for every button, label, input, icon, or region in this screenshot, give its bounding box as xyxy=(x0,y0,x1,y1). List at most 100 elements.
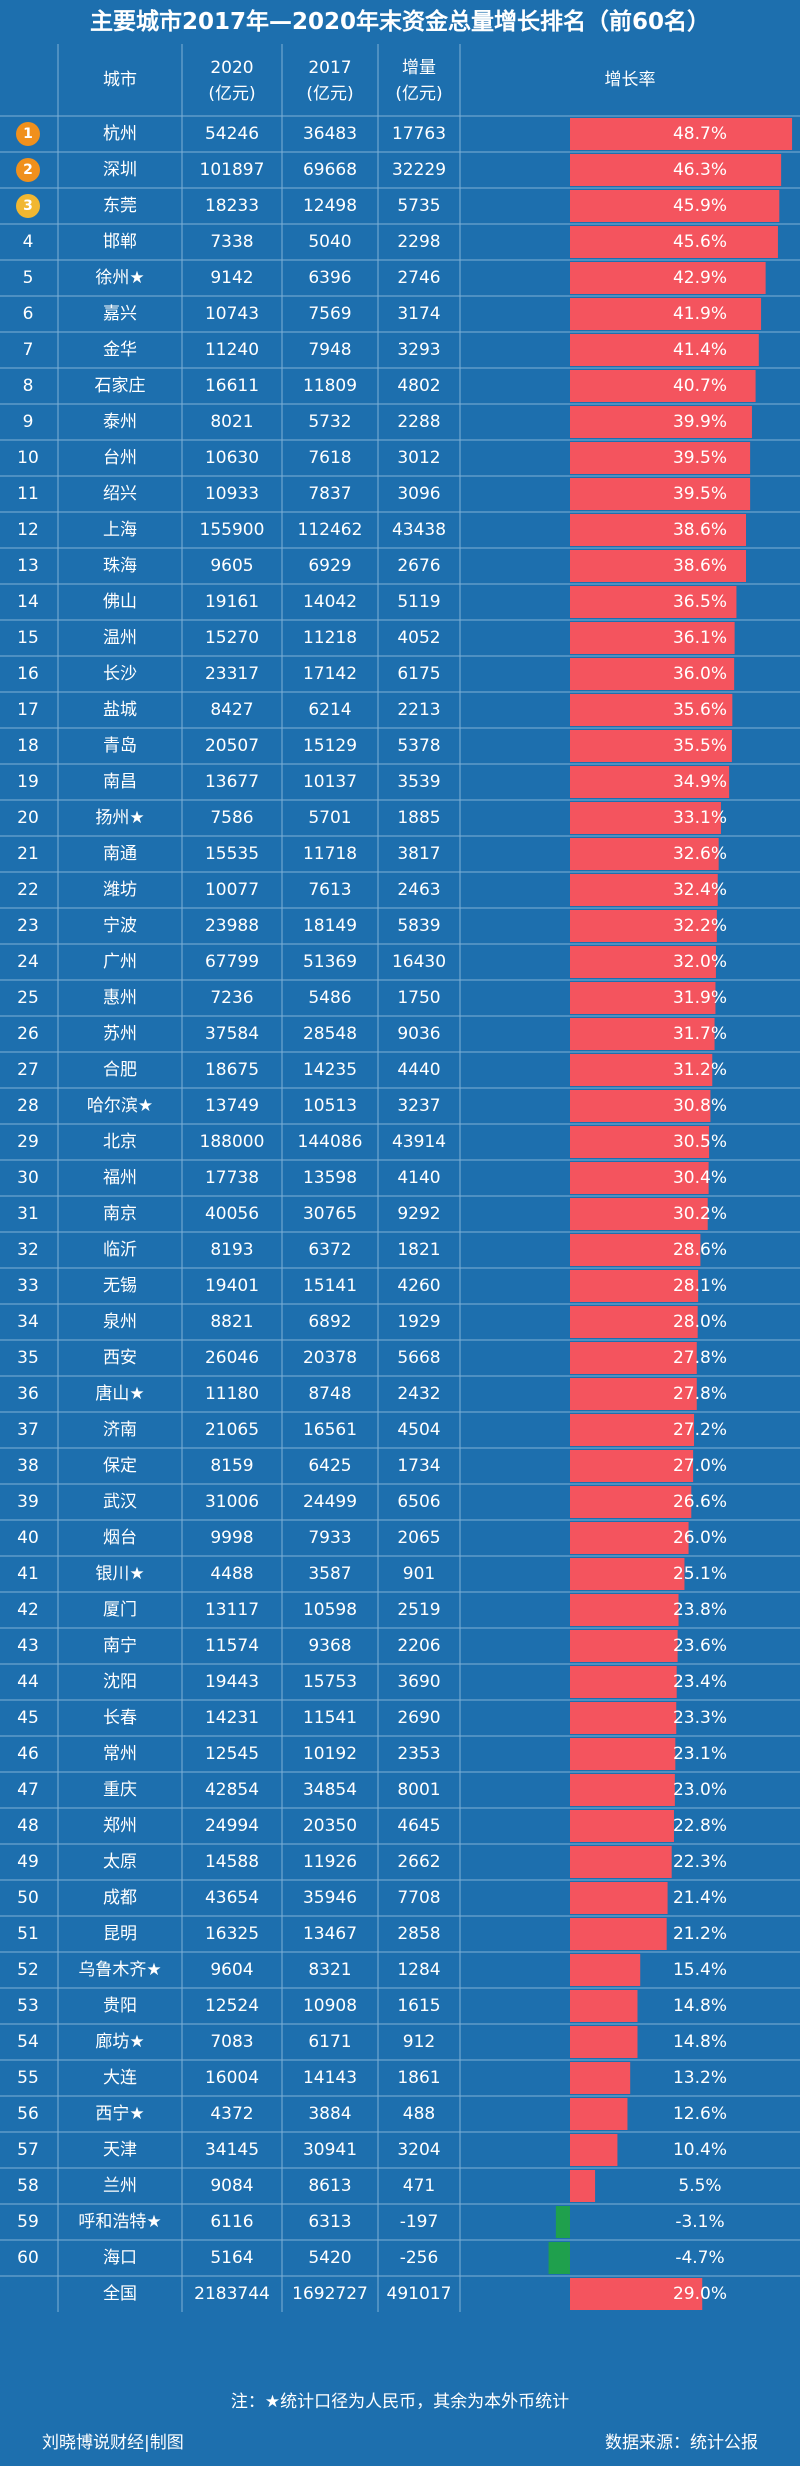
city-name: 哈尔滨★ xyxy=(87,1096,153,1116)
value-increment: -256 xyxy=(400,2248,439,2268)
value-increment: 1861 xyxy=(397,2068,440,2088)
growth-bar xyxy=(570,370,756,402)
value-2017: 14042 xyxy=(303,592,357,612)
value-increment: 4504 xyxy=(397,1420,440,1440)
value-2020: 155900 xyxy=(200,520,265,540)
growth-bar xyxy=(570,514,747,546)
growth-bar xyxy=(570,1918,667,1950)
value-increment: 1615 xyxy=(397,1996,440,2016)
value-increment: 5735 xyxy=(397,196,440,216)
rank-number: 1 xyxy=(23,126,33,142)
growth-bar xyxy=(570,226,778,258)
rank-number: 59 xyxy=(17,2212,39,2232)
value-2017: 30765 xyxy=(303,1204,357,1224)
growth-bar xyxy=(570,118,793,150)
growth-rate-label: 36.1% xyxy=(673,628,727,648)
city-name: 合肥 xyxy=(103,1060,137,1080)
value-2020: 42854 xyxy=(205,1780,259,1800)
value-2017: 6892 xyxy=(308,1312,351,1332)
rank-number: 19 xyxy=(17,772,39,792)
city-name: 杭州 xyxy=(103,124,137,144)
rank-number: 15 xyxy=(17,628,39,648)
growth-rate-label: 27.2% xyxy=(673,1420,727,1440)
rank-number: 35 xyxy=(17,1348,39,1368)
value-2017: 8748 xyxy=(308,1384,351,1404)
rank-number: 33 xyxy=(17,1276,39,1296)
value-increment: 6175 xyxy=(397,664,440,684)
value-increment: 4140 xyxy=(397,1168,440,1188)
growth-bar xyxy=(570,1846,672,1878)
value-2020: 37584 xyxy=(205,1024,259,1044)
value-increment: 2662 xyxy=(397,1852,440,1872)
header-rate: 增长率 xyxy=(605,70,656,90)
city-name: 郑州 xyxy=(103,1816,137,1836)
rank-number: 9 xyxy=(23,412,34,432)
growth-bar-negative xyxy=(548,2242,570,2274)
source-text: 数据来源：统计公报 xyxy=(605,2433,758,2453)
city-name: 深圳 xyxy=(103,160,137,180)
value-2020: 40056 xyxy=(205,1204,259,1224)
rank-number: 54 xyxy=(17,2032,39,2052)
value-increment: 3237 xyxy=(397,1096,440,1116)
growth-bar xyxy=(570,2170,596,2202)
value-increment: 2213 xyxy=(397,700,440,720)
growth-rate-label: 29.0% xyxy=(673,2284,727,2304)
value-2017: 8321 xyxy=(308,1960,351,1980)
value-2017: 5732 xyxy=(308,412,351,432)
growth-bar xyxy=(570,1738,676,1770)
city-name: 苏州 xyxy=(103,1024,137,1044)
growth-rate-label: 36.5% xyxy=(673,592,727,612)
value-2020: 20507 xyxy=(205,736,259,756)
rank-number: 52 xyxy=(17,1960,39,1980)
growth-rate-label: 38.6% xyxy=(673,520,727,540)
rank-number: 36 xyxy=(17,1384,39,1404)
value-2017: 11718 xyxy=(303,844,357,864)
city-name: 沈阳 xyxy=(103,1672,137,1692)
growth-rate-label: 34.9% xyxy=(673,772,727,792)
growth-rate-label: 42.9% xyxy=(673,268,727,288)
value-2017: 10513 xyxy=(303,1096,357,1116)
city-name: 惠州 xyxy=(103,988,137,1008)
city-name: 徐州★ xyxy=(95,268,144,288)
value-increment: 912 xyxy=(403,2032,435,2052)
growth-rate-label: 35.5% xyxy=(673,736,727,756)
value-increment: 16430 xyxy=(392,952,446,972)
value-2017: 18149 xyxy=(303,916,357,936)
growth-bar xyxy=(570,1522,689,1554)
value-2017: 10598 xyxy=(303,1600,357,1620)
value-increment: 2206 xyxy=(397,1636,440,1656)
rank-number: 40 xyxy=(17,1528,39,1548)
rank-number: 16 xyxy=(17,664,39,684)
value-2020: 15535 xyxy=(205,844,259,864)
growth-rate-label: 23.6% xyxy=(673,1636,727,1656)
city-name: 泰州 xyxy=(103,412,137,432)
value-2017: 35946 xyxy=(303,1888,357,1908)
growth-bar xyxy=(570,910,717,942)
growth-rate-label: 23.4% xyxy=(673,1672,727,1692)
value-2020: 5164 xyxy=(210,2248,253,2268)
header-increment-line1: 增量 xyxy=(402,58,436,78)
value-2017: 112462 xyxy=(298,520,363,540)
growth-bar xyxy=(570,1594,679,1626)
growth-rate-label: 10.4% xyxy=(673,2140,727,2160)
value-2020: 9998 xyxy=(210,1528,253,1548)
rank-number: 17 xyxy=(17,700,39,720)
city-name: 全国 xyxy=(103,2284,137,2304)
value-2020: 9084 xyxy=(210,2176,253,2196)
city-name: 成都 xyxy=(103,1888,137,1908)
city-name: 厦门 xyxy=(103,1600,137,1620)
value-2020: 19443 xyxy=(205,1672,259,1692)
growth-rate-label: 46.3% xyxy=(673,160,727,180)
value-2017: 3587 xyxy=(308,1564,351,1584)
value-increment: 4440 xyxy=(397,1060,440,1080)
city-name: 太原 xyxy=(103,1852,137,1872)
value-2020: 17738 xyxy=(205,1168,259,1188)
value-increment: 1885 xyxy=(397,808,440,828)
value-2017: 5040 xyxy=(308,232,351,252)
growth-rate-label: 31.2% xyxy=(673,1060,727,1080)
value-increment: -197 xyxy=(400,2212,439,2232)
growth-rate-label: 22.8% xyxy=(673,1816,727,1836)
city-name: 南昌 xyxy=(103,772,137,792)
city-name: 邯郸 xyxy=(103,232,137,252)
value-2017: 8613 xyxy=(308,2176,351,2196)
